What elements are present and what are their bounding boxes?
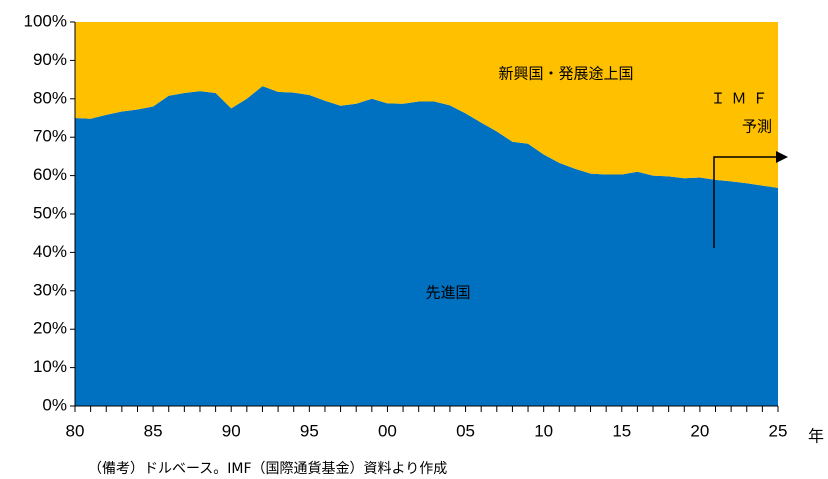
area: [75, 86, 778, 407]
x-tick-label: 85: [144, 421, 163, 440]
arrow-head: [776, 151, 788, 163]
y-tick-label: 60%: [33, 165, 67, 184]
x-tick-label: 25: [769, 421, 788, 440]
x-tick-label: 20: [690, 421, 709, 440]
forecast-arrow: [713, 156, 776, 248]
y-tick-label: 50%: [33, 203, 67, 222]
y-tick-label: 0%: [42, 395, 67, 414]
annotation: 先進国: [425, 284, 470, 302]
x-tick-label: 95: [300, 421, 319, 440]
area: [75, 22, 778, 188]
y-tick-label: 100%: [24, 11, 67, 30]
x-tick-label: 10: [534, 421, 553, 440]
x-tick-label: 90: [222, 421, 241, 440]
y-tick-label: 20%: [33, 319, 67, 338]
annotation: ＩＭＦ: [710, 90, 773, 108]
x-axis-label: 年: [808, 427, 824, 446]
y-tick-label: 80%: [33, 88, 67, 107]
y-tick-label: 70%: [33, 127, 67, 146]
y-tick-label: 90%: [33, 50, 67, 69]
x-tick-label: 05: [456, 421, 475, 440]
x-tick-label: 80: [66, 421, 85, 440]
y-tick-label: 40%: [33, 242, 67, 261]
x-tick-label: 00: [378, 421, 397, 440]
y-tick-label: 30%: [33, 280, 67, 299]
note: （備考）ドルベース。IMF（国際通貨基金）資料より作成: [88, 460, 447, 477]
annotation: 新興国・発展途上国: [498, 65, 633, 83]
y-tick-label: 10%: [33, 357, 67, 376]
x-tick-label: 15: [612, 421, 631, 440]
annotation: 予測: [742, 118, 772, 136]
